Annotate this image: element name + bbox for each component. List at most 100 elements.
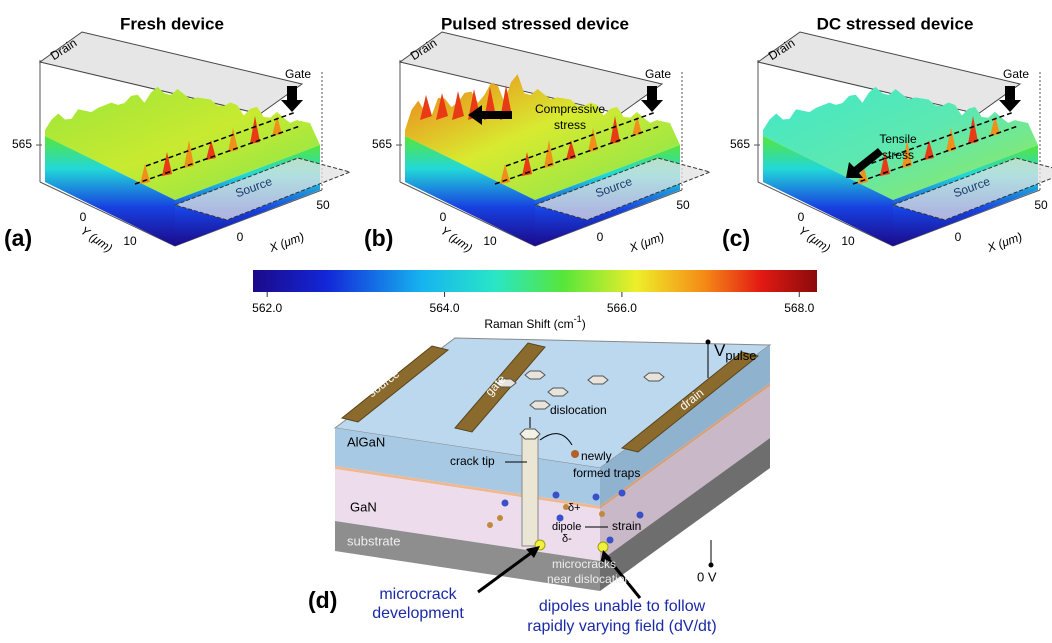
annotation: stress [882, 148, 914, 162]
colorbar-tick-label: 566.0 [607, 301, 637, 315]
box-edge [399, 181, 536, 247]
colorbar-gradient [253, 270, 817, 292]
interface-side [600, 383, 770, 509]
panel-title: Pulsed stressed device [441, 14, 629, 33]
algan-side [600, 345, 770, 506]
spike [522, 152, 532, 176]
spike [544, 140, 554, 168]
annotation: stress [554, 118, 586, 132]
label: substrate [347, 533, 400, 548]
x-tick-label: 50 [1034, 198, 1048, 212]
spike [610, 116, 620, 144]
spike [990, 116, 1000, 136]
spike [452, 91, 464, 120]
gate-electrode [454, 342, 546, 433]
gate-edge [145, 111, 297, 167]
gate-edge [863, 111, 1015, 167]
gate-label: Gate [1003, 67, 1029, 81]
spike [946, 128, 956, 152]
spike [632, 116, 642, 136]
label-end: ) [582, 317, 586, 331]
substrate-front [335, 521, 600, 591]
y-tick-label: 10 [841, 234, 855, 248]
drain-electrode [620, 351, 760, 453]
y-tick-label: 0 [80, 210, 87, 224]
box-edge [757, 181, 894, 247]
label: near dislocation [547, 572, 631, 586]
label: Vpulse [714, 341, 756, 363]
v: V [714, 341, 726, 360]
y-axis-label: Y (μm) [796, 223, 833, 255]
z-tick-label: 565 [730, 137, 750, 151]
spike [968, 116, 978, 144]
note: rapidly varying field (dV/dt) [527, 618, 716, 635]
x-tick-label: 50 [676, 198, 690, 212]
spike [184, 140, 194, 168]
spike [420, 95, 432, 120]
spike [858, 164, 868, 184]
panel-letter: (b) [364, 225, 393, 251]
atoms [487, 489, 644, 544]
panel-title: Fresh device [120, 14, 224, 33]
x-tick-label: 0 [597, 230, 604, 244]
note: microcrack [379, 586, 457, 603]
trap-arrow [539, 433, 573, 446]
gate-label: Gate [285, 67, 311, 81]
label: crack tip [450, 454, 495, 468]
surface-left [763, 136, 893, 246]
z-tick-label: 565 [372, 137, 392, 151]
box-edge [534, 189, 683, 247]
x-axis-label: X (μm) [627, 230, 666, 256]
label: δ+ [568, 502, 581, 514]
x-tick-label: 0 [237, 230, 244, 244]
device-diagram: source gate drain Vpulse dislocation AlG… [308, 337, 772, 635]
gate-arrow [999, 86, 1021, 112]
note: development [372, 605, 464, 622]
label: dislocation [550, 403, 607, 417]
surface-top [45, 86, 320, 200]
colorbar-tick-label: 564.0 [430, 301, 460, 315]
arrow-line [477, 548, 536, 594]
arrow-head [600, 550, 611, 564]
arrow-line [604, 555, 642, 599]
spike [588, 128, 598, 152]
z-tick-label: 565 [12, 137, 32, 151]
y-axis-label: Y (μm) [78, 223, 115, 255]
colorbar-tick-label: 562.0 [252, 301, 282, 315]
colorbar-tick-label: 568.0 [784, 301, 814, 315]
source-plane [533, 157, 712, 221]
colorbar-label: Raman Shift (cm-1) [484, 314, 585, 331]
spike [436, 93, 448, 120]
dislocation-top [519, 428, 541, 440]
panel-title: DC stressed device [817, 14, 974, 33]
label-text: Raman Shift (cm [484, 317, 573, 331]
spike [206, 140, 216, 160]
spike [902, 140, 912, 168]
panel-letter: (c) [722, 225, 750, 251]
label: 0 V [697, 569, 717, 584]
y-tick-label: 10 [123, 234, 137, 248]
ground-terminal [708, 562, 714, 568]
label: AlGaN [347, 434, 385, 449]
panel-letter: (d) [308, 587, 337, 613]
gate-label: Gate [645, 67, 671, 81]
box-edge [174, 189, 323, 247]
spike [566, 140, 576, 160]
v-terminal [705, 339, 711, 345]
colorbar: Raman Shift (cm-1) 562.0 564.0 566.0 568.0 [252, 270, 817, 331]
y-tick-label: 0 [798, 210, 805, 224]
box-edge [39, 181, 176, 247]
label: newly [581, 449, 612, 463]
dislocation-core [521, 433, 539, 547]
spike [924, 140, 934, 160]
label: δ- [562, 533, 572, 545]
annotation-arrow [846, 148, 883, 178]
substrate-side [600, 438, 770, 591]
gate-arrow [281, 86, 303, 112]
arrow-head [526, 546, 540, 558]
y-tick-label: 10 [483, 234, 497, 248]
